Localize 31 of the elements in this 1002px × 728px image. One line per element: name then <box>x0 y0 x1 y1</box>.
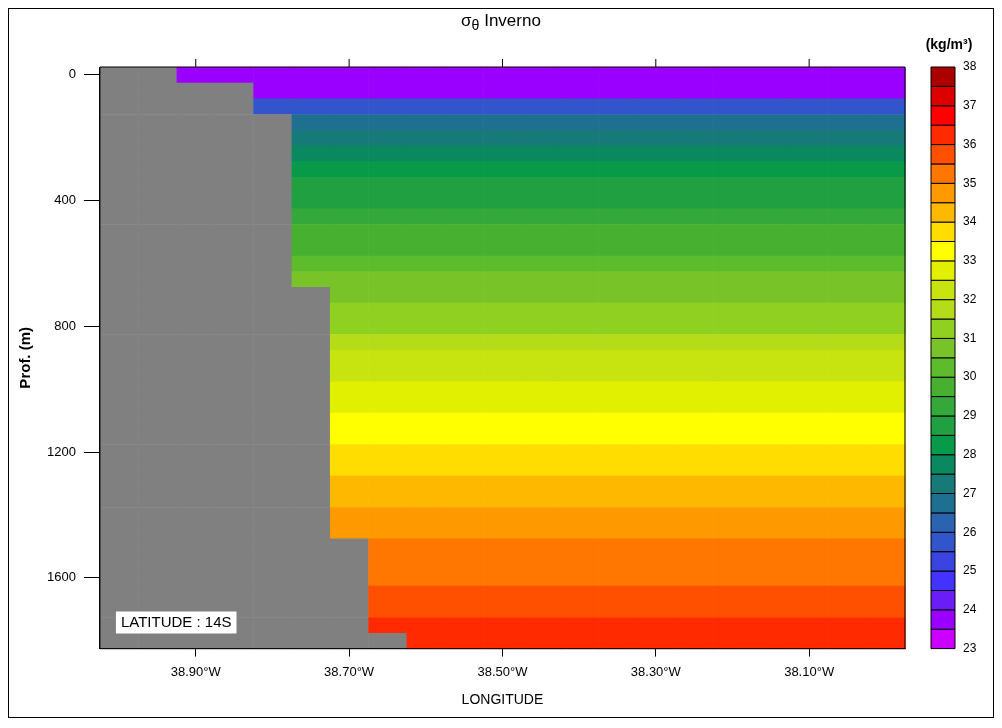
y-axis-title: Prof. (m) <box>16 326 34 389</box>
x-tick-label: 38.30°W <box>630 663 682 679</box>
y-tick-label: 0 <box>68 66 76 82</box>
y-tick-label: 1200 <box>47 443 76 459</box>
x-tick-label: 38.50°W <box>477 663 529 679</box>
color-bar-label: 37 <box>963 98 977 113</box>
x-tick-label: 38.10°W <box>784 663 835 679</box>
chart-title: σ$_{θ}$ Inverno <box>460 10 542 34</box>
color-bar-label: 31 <box>963 330 977 345</box>
color-bar-label: 36 <box>963 136 977 151</box>
x-axis-title: LONGITUDE <box>461 691 544 708</box>
y-tick-label: 800 <box>54 317 76 333</box>
color-bar-label: 33 <box>963 253 977 268</box>
color-bar-title: (kg/m³) <box>925 35 973 52</box>
y-tick-label: 400 <box>54 192 76 208</box>
color-bar-label: 34 <box>963 214 977 229</box>
y-tick-label: 1600 <box>47 569 76 585</box>
color-bar-label: 24 <box>963 602 977 617</box>
color-bar-label: 27 <box>963 485 977 500</box>
color-bar-label: 32 <box>963 291 977 306</box>
color-bar-label: 23 <box>963 640 977 655</box>
color-bar-label: 28 <box>963 447 977 462</box>
color-bar-label: 30 <box>963 369 977 384</box>
color-bar-label: 29 <box>963 408 977 423</box>
color-bar-label: 38 <box>963 59 977 74</box>
x-tick-label: 38.70°W <box>324 663 375 679</box>
x-tick-label: 38.90°W <box>170 663 222 679</box>
annotation: LATITUDE : 14S <box>120 612 232 630</box>
color-bar-label: 35 <box>963 175 977 190</box>
color-bar-label: 25 <box>963 563 977 578</box>
color-bar-label: 26 <box>963 524 977 539</box>
